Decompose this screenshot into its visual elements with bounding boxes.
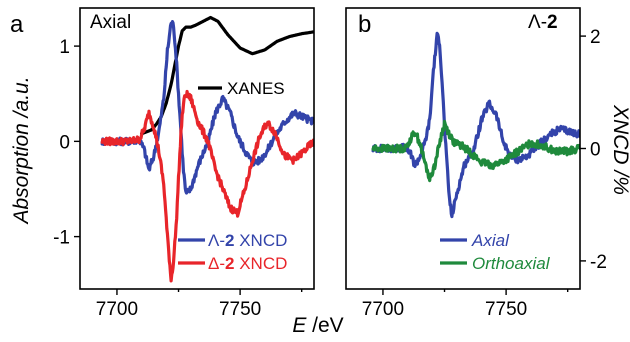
y-tick-label-b-0: -2 xyxy=(590,252,607,273)
series-a-0 xyxy=(140,15,314,136)
panel-a-ylabel: Absorption /a.u. xyxy=(10,76,33,225)
y-tick-label-b-2: 2 xyxy=(590,27,601,48)
panel-b: 7700 7750 -2 0 2 b Λ-2 XNCD /% Axial Orthoax… xyxy=(345,7,630,320)
x-tick-label-a-1: 7750 xyxy=(219,299,261,320)
legend-label-delta-2: Δ-2 XNCD xyxy=(208,254,287,273)
panel-b-ylabel: XNCD /% xyxy=(609,104,630,195)
x-tick-label-b-0: 7700 xyxy=(362,299,404,320)
legend-label-lambda-2: Λ-2 XNCD xyxy=(208,231,287,250)
panel-b-letter: b xyxy=(358,11,371,38)
panel-a: 7700 7750 -1 0 1 a Axial Absorption /a.u. XA… xyxy=(10,7,315,320)
y-tick-label-a-0: -1 xyxy=(53,228,70,249)
panel-a-title: Axial xyxy=(90,12,131,33)
panel-a-frame xyxy=(79,7,315,290)
panel-b-ticks: 7700 7750 -2 0 2 xyxy=(362,27,607,320)
xanes-label: XANES xyxy=(227,79,285,98)
series-a-1 xyxy=(100,20,314,195)
series-b-0 xyxy=(371,31,580,219)
legend-panel-b: Axial Orthoaxial xyxy=(440,231,551,273)
x-tick-label-a-0: 7700 xyxy=(96,299,138,320)
x-tick-label-b-1: 7750 xyxy=(485,299,527,320)
panel-a-series xyxy=(100,15,314,283)
y-tick-label-a-2: 1 xyxy=(59,37,70,58)
legend-label-axial: Axial xyxy=(471,231,510,250)
panel-b-series xyxy=(371,31,580,219)
legend-panel-a: Λ-2 XNCD Δ-2 XNCD xyxy=(178,231,287,273)
series-b-1 xyxy=(371,119,580,183)
panel-a-letter: a xyxy=(10,11,24,38)
panel-b-title: Λ-2 xyxy=(528,12,558,33)
panel-a-ticks: 7700 7750 -1 0 1 xyxy=(53,37,303,320)
legend-label-orthoaxial: Orthoaxial xyxy=(472,254,551,273)
y-tick-label-b-1: 0 xyxy=(590,140,601,161)
y-tick-label-a-1: 0 xyxy=(59,132,70,153)
series-a-2 xyxy=(100,89,314,283)
x-axis-label: E /eV xyxy=(292,314,343,337)
